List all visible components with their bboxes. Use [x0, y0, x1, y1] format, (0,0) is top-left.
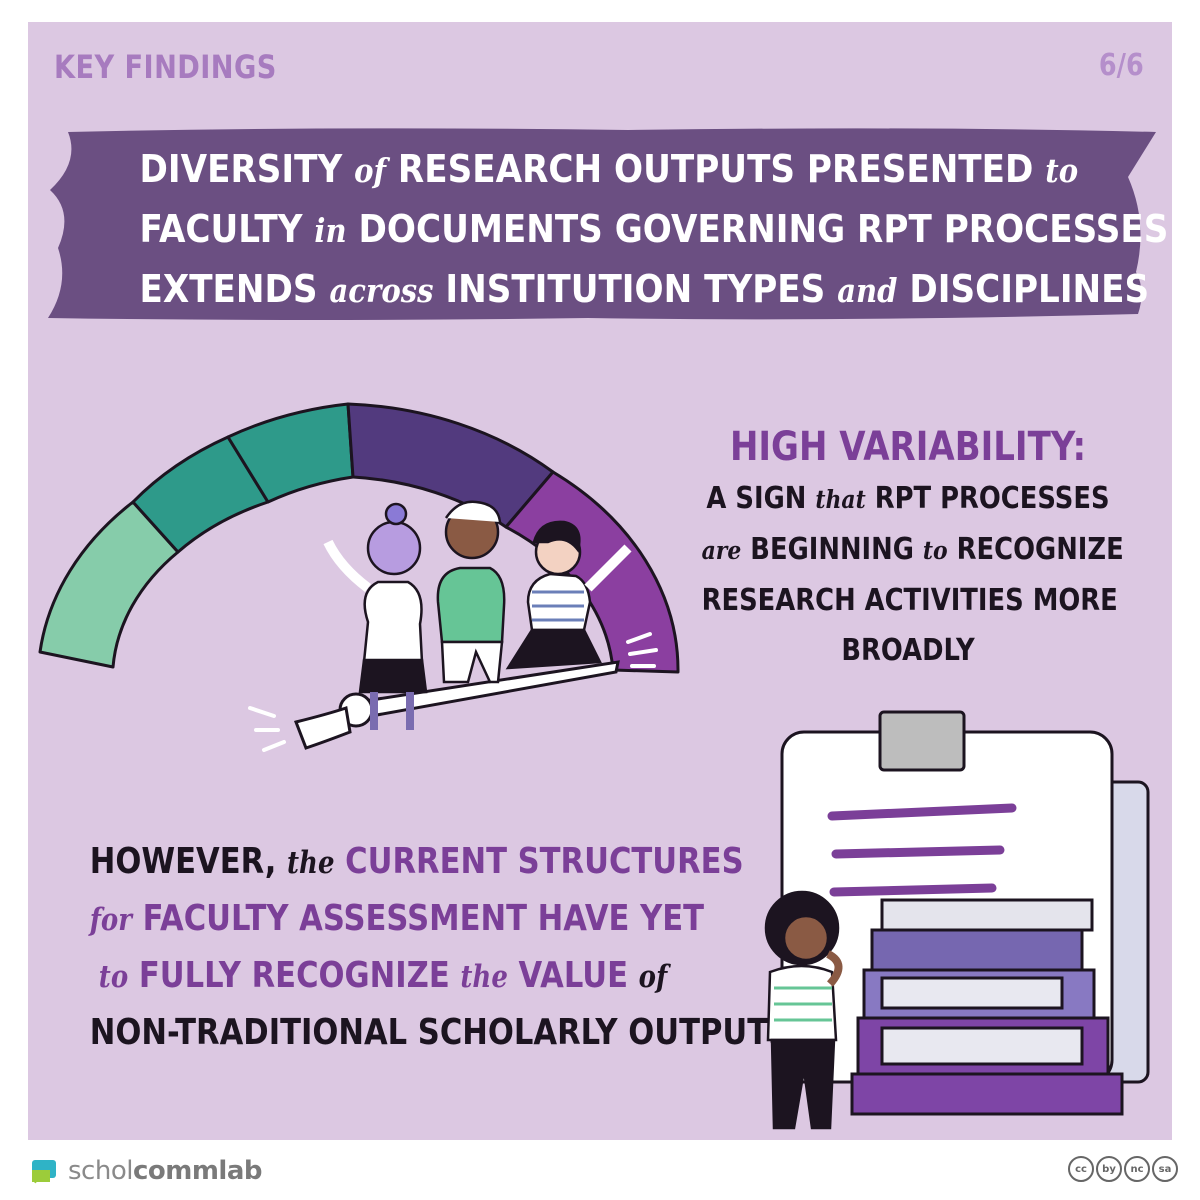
text-run: for [89, 902, 132, 938]
page-number: 6/6 [1099, 48, 1144, 83]
text-run: FACULTY ASSESSMENT HAVE YET [131, 898, 705, 939]
text-run: that [815, 485, 866, 515]
text-run: A SIGN [706, 481, 816, 516]
text-run: in [314, 212, 347, 250]
hv-line-3: RESEARCH ACTIVITIES MORE [701, 576, 1118, 626]
hv-line-1: A SIGN that RPT PROCESSES [702, 474, 1115, 525]
by-icon: by [1096, 1156, 1122, 1182]
text-run: FACULTY [139, 207, 315, 251]
however-line-1: HOWEVER, the CURRENT STRUCTURES [89, 834, 744, 891]
banner-line-2: FACULTY in DOCUMENTS GOVERNING RPT PROCE… [139, 200, 1169, 260]
cc-icon: cc [1068, 1156, 1094, 1182]
however-line-2: for FACULTY ASSESSMENT HAVE YET [89, 891, 704, 948]
text-run: RESEARCH OUTPUTS PRESENTED [386, 147, 1046, 191]
text-run: DISCIPLINES [897, 267, 1150, 311]
thinking-person-illustration [764, 890, 843, 1130]
high-variability-callout: HIGH VARIABILITY: A SIGN that RPT PROCES… [668, 424, 1148, 676]
text-run: DOCUMENTS GOVERNING RPT PROCESSES [346, 207, 1169, 251]
sa-icon: sa [1152, 1156, 1178, 1182]
high-variability-body: A SIGN that RPT PROCESSES are BEGINNING … [668, 474, 1148, 676]
text-run: BEGINNING [741, 532, 923, 567]
gauge-needle [293, 660, 620, 750]
documents-and-books-illustration [764, 710, 1150, 1130]
text-run: INSTITUTION TYPES [433, 267, 838, 311]
text-run: RECOGNIZE [947, 532, 1124, 567]
banner-heading: DIVERSITY of RESEARCH OUTPUTS PRESENTED … [88, 140, 1169, 320]
however-statement: HOWEVER, the CURRENT STRUCTURES for FACU… [38, 834, 790, 1061]
text-run: across [329, 272, 434, 310]
clipboard-clip [878, 710, 966, 772]
text-run: the [460, 959, 508, 995]
text-run: RPT PROCESSES [865, 481, 1110, 516]
text-run: NON-TRADITIONAL SCHOLARLY OUTPUTS [89, 1012, 791, 1053]
speech-bubble-logo-icon [32, 1160, 56, 1184]
text-run: DIVERSITY [139, 147, 355, 191]
brand-logo[interactable]: scholcommlab [30, 1154, 262, 1188]
text-run: BROADLY [841, 633, 975, 668]
text-run: to [1045, 152, 1079, 190]
gauge-illustration [38, 402, 680, 752]
text-run: CURRENT STRUCTURES [334, 841, 744, 882]
creative-commons-license-badge[interactable]: cc by nc sa [1068, 1156, 1178, 1182]
text-run: and [837, 272, 898, 310]
section-kicker: KEY FINDINGS [54, 48, 277, 86]
book-stack [850, 898, 1124, 1116]
text-run: to [98, 959, 129, 995]
text-run: to [922, 536, 948, 566]
text-run: are [701, 536, 742, 566]
nc-icon: nc [1124, 1156, 1150, 1182]
text-run: VALUE [507, 955, 639, 996]
infographic-panel: KEY FINDINGS 6/6 DIVERSITY of RESEARCH O… [28, 22, 1172, 1140]
text-run: the [287, 845, 335, 881]
text-run: FULLY RECOGNIZE [128, 955, 461, 996]
text-run: HOWEVER, [89, 841, 288, 882]
banner-line-3: EXTENDS across INSTITUTION TYPES and DIS… [139, 260, 1150, 320]
text-run: EXTENDS [139, 267, 330, 311]
banner-line-1: DIVERSITY of RESEARCH OUTPUTS PRESENTED … [139, 140, 1079, 200]
hv-line-2: are BEGINNING to RECOGNIZE [701, 525, 1124, 576]
banner-ribbon [48, 128, 1156, 320]
brand-name: scholcommlab [68, 1156, 262, 1186]
celebrating-faculty-illustration [323, 500, 632, 730]
text-run: of [638, 959, 668, 995]
however-line-3: to FULLY RECOGNIZE the VALUE of [90, 948, 677, 1005]
high-variability-title: HIGH VARIABILITY: [729, 424, 1087, 470]
however-line-4: NON-TRADITIONAL SCHOLARLY OUTPUTS [90, 1005, 790, 1061]
hv-line-4: BROADLY [702, 626, 1115, 676]
text-run: of [354, 152, 387, 190]
text-run: RESEARCH ACTIVITIES MORE [701, 583, 1118, 618]
